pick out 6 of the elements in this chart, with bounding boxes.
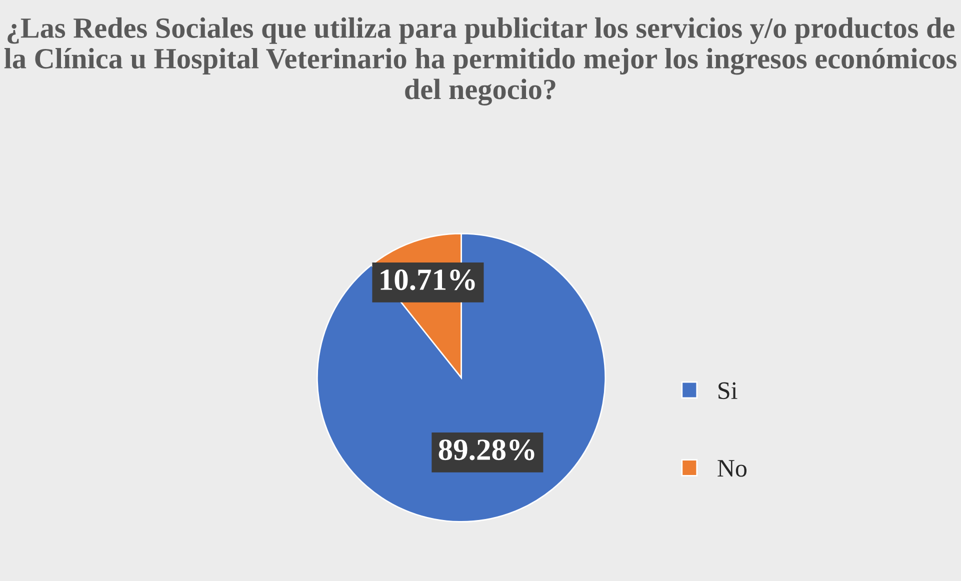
- data-label: 10.71%: [380, 269, 475, 290]
- pie-slice: [316, 232, 606, 522]
- legend-label: Si: [718, 382, 738, 400]
- legend-label: No: [718, 460, 746, 477]
- data-label: 89.28%: [438, 439, 534, 460]
- chart-title: ¿Las Redes Sociales que utiliza para publicitar los servicios y/o productos de la Clínica u Hospital Veterinario ha permitido mejor los ingresos económicos del negocio?: [4, 17, 956, 106]
